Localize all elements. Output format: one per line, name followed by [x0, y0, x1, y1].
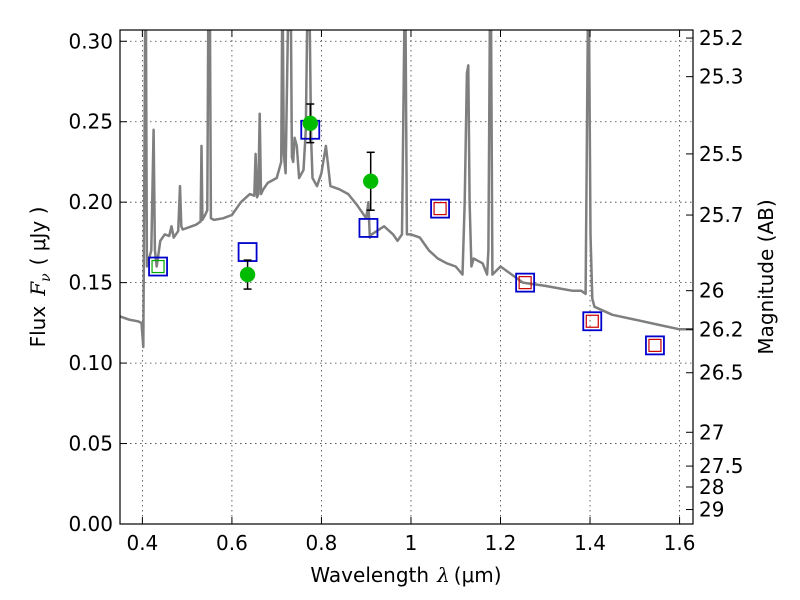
y-tick-label: 0.00: [68, 512, 113, 536]
x-axis-unit: (μm): [454, 563, 502, 587]
x-axis-ticks: 0.4 0.6 0.8 1 1.2 1.4 1.6: [126, 30, 695, 555]
y2-tick-label: 25.2: [699, 26, 744, 50]
y-tick-label: 0.30: [68, 29, 113, 53]
model-photometry-square: [430, 198, 450, 219]
y2-tick-label: 25.5: [699, 142, 744, 166]
x-axis-label-text: Wavelength: [310, 563, 429, 587]
x-tick-label: 0.8: [306, 531, 338, 555]
y2-tick-label: 27: [699, 420, 724, 444]
model-photometry-square: [358, 218, 379, 238]
x-tick-label: 1: [405, 531, 418, 555]
y-axis-unit: ( μJy ): [26, 207, 50, 266]
x-tick-label: 1.4: [574, 531, 606, 555]
y2-tick-label: 26: [699, 279, 724, 303]
y-tick-label: 0.10: [68, 351, 113, 375]
x-axis-label: Wavelength λ (μm): [310, 563, 501, 587]
band-photometry-square: [585, 314, 599, 328]
y2-axis-label: Magnitude (AB): [754, 199, 778, 354]
model-photometry-square: [582, 311, 603, 332]
y-tick-label: 0.25: [68, 110, 113, 134]
y-axis-symbol: F: [26, 281, 50, 297]
observed-flux-point: [239, 266, 256, 283]
x-axis-symbol: λ: [436, 563, 450, 587]
y-tick-label: 0.15: [68, 271, 113, 295]
y2-tick-label: 26.2: [699, 317, 744, 341]
y2-tick-label: 25.3: [699, 65, 744, 89]
band-photometry-square: [648, 338, 662, 352]
band-photometry-square: [433, 202, 447, 216]
model-photometry-square: [645, 335, 665, 356]
x-tick-label: 1.2: [485, 531, 517, 555]
model-spectrum-line: [120, 30, 693, 349]
y2-tick-label: 29: [699, 498, 724, 522]
x-tick-label: 0.6: [216, 531, 248, 555]
model-photometry-square: [515, 272, 536, 293]
band-photometry-square: [151, 259, 165, 274]
observed-flux-point: [302, 115, 319, 132]
y-axis-label-text: Flux: [26, 306, 50, 348]
y-axis-label: Flux Fν ( μJy ): [26, 207, 54, 348]
x-tick-label: 0.4: [126, 531, 158, 555]
y2-tick-label: 28: [699, 475, 724, 499]
y-axis-subscript: ν: [38, 273, 54, 282]
band-photometry-square: [518, 276, 532, 290]
y-tick-label: 0.20: [68, 190, 113, 214]
y2-tick-label: 26.5: [699, 361, 744, 385]
y-tick-label: 0.05: [68, 432, 113, 456]
model-photometry-square: [148, 256, 168, 277]
y-axis-ticks: 0.00 0.05 0.10 0.15 0.20 0.25 0.30: [68, 29, 127, 536]
x-tick-label: 1.6: [664, 531, 696, 555]
observed-flux-point: [362, 173, 379, 190]
plot-frame: [119, 29, 694, 525]
y2-tick-label: 27.5: [699, 454, 744, 478]
data-series: [120, 30, 693, 349]
data-markers: [148, 103, 665, 356]
y2-tick-label: 25.7: [699, 203, 744, 227]
